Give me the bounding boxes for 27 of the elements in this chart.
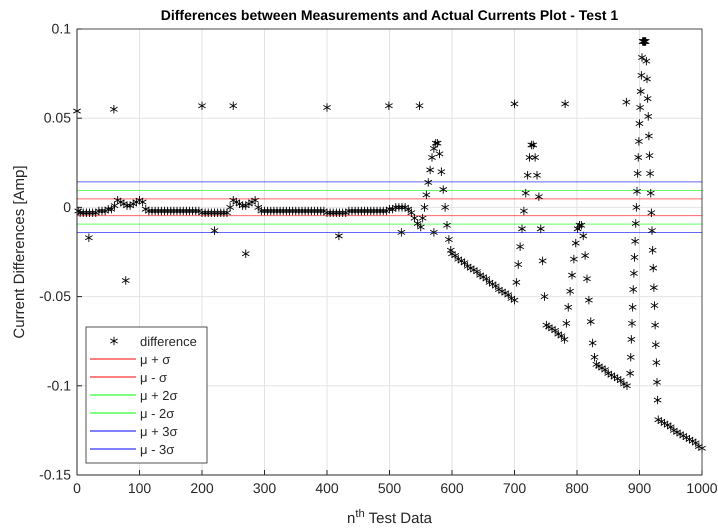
x-tick-label: 800	[565, 480, 589, 496]
x-tick-label: 400	[315, 480, 339, 496]
x-tick-label: 100	[128, 480, 152, 496]
x-tick-label: 1000	[686, 480, 718, 496]
legend-label: μ - 3σ	[140, 442, 174, 457]
y-tick-label: 0	[63, 198, 72, 215]
y-tick-label: -0.1	[46, 377, 72, 394]
x-tick-label: 0	[73, 480, 82, 496]
x-tick-label: 200	[190, 480, 214, 496]
y-tick-label: 0.05	[44, 110, 72, 126]
y-tick-label: -0.15	[39, 466, 72, 482]
legend-label: difference	[140, 334, 197, 349]
y-axis-title: Current Differences [Amp]	[11, 165, 28, 339]
legend-label: μ + σ	[140, 352, 170, 367]
x-tick-label: 300	[252, 480, 276, 496]
legend-label: μ + 3σ	[140, 424, 178, 439]
y-tick-label: 0.1	[52, 20, 72, 36]
x-tick-label: 600	[440, 480, 464, 496]
legend-label: μ - σ	[140, 370, 168, 385]
x-tick-label: 900	[628, 480, 652, 496]
legend-label: μ - 2σ	[140, 406, 174, 421]
x-axis-title: n$^{th}$ Test Data	[347, 508, 433, 527]
y-tick-label: -0.05	[39, 288, 72, 304]
x-tick-label: 700	[502, 480, 526, 496]
legend-label: μ + 2σ	[140, 388, 178, 403]
x-tick-label: 500	[378, 480, 402, 496]
chart-title: Differences between Measurements and Actual Currents Plot - Test 1	[160, 7, 618, 23]
